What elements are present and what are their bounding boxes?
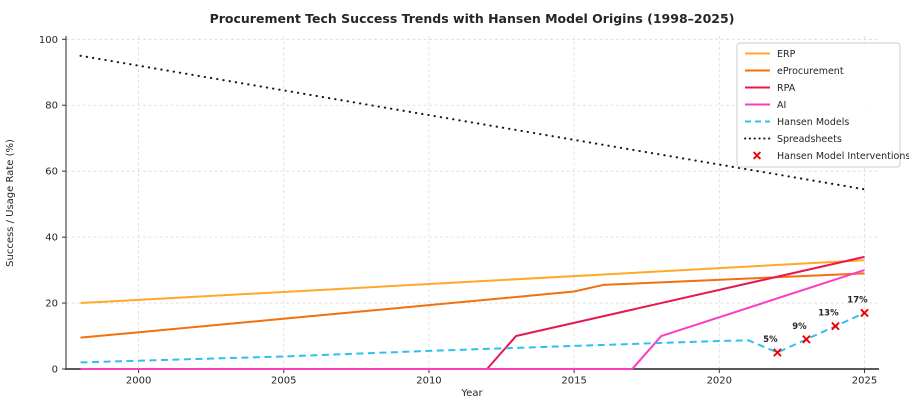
legend-label: AI (777, 100, 786, 111)
legend-item-hansen-model-interventions: Hansen Model Interventions (752, 151, 909, 162)
y-tick-label: 0 (52, 365, 58, 376)
y-tick-label: 60 (45, 167, 58, 178)
x-tick-label: 2025 (852, 376, 877, 387)
x-tick-label: 2020 (707, 376, 732, 387)
intervention-marker (802, 335, 811, 344)
legend-label: Hansen Model Interventions (777, 151, 909, 162)
x-axis-label: Year (460, 388, 483, 399)
y-tick-label: 80 (45, 101, 58, 112)
series-line-spreadsheets (79, 54, 866, 191)
series-layer (79, 54, 866, 370)
y-tick-label: 100 (39, 35, 58, 46)
series-line-erp (80, 259, 865, 305)
intervention-label: 17% (847, 295, 868, 305)
legend-label: Spreadsheets (777, 134, 842, 145)
series-line-eprocurement (80, 272, 865, 339)
legend-item-ai: AI (745, 100, 786, 111)
chart-title: Procurement Tech Success Trends with Han… (210, 11, 735, 26)
legend-label: RPA (777, 83, 796, 94)
intervention-marker (831, 321, 840, 331)
legend-layer: ERP eProcurement RPA AI Hansen Models Spreads… (736, 42, 909, 168)
x-tick-label: 2010 (416, 376, 441, 387)
legend-box (736, 42, 901, 168)
y-tick-label: 40 (45, 233, 58, 244)
marker-layer: 5% 9% 13% 17% (763, 295, 869, 357)
x-tick-label: 2005 (271, 376, 296, 387)
intervention-label: 9% (792, 322, 807, 332)
series-line-ai (80, 269, 865, 370)
y-axis-label: Success / Usage Rate (%) (5, 139, 16, 267)
series-line-hansen-models (80, 312, 865, 364)
y-tick-label: 20 (45, 299, 58, 310)
intervention-marker (860, 308, 869, 318)
legend-item-spreadsheets: Spreadsheets (744, 134, 842, 145)
intervention-marker (773, 348, 782, 357)
x-tick-label: 2015 (561, 376, 586, 387)
intervention-label: 13% (818, 309, 839, 319)
x-tick-label: 2000 (126, 376, 151, 387)
legend-item-erp: ERP (745, 49, 796, 60)
legend-label: Hansen Models (777, 117, 849, 128)
legend-label: ERP (777, 49, 796, 60)
legend-item-eprocurement: eProcurement (745, 66, 844, 77)
legend-x-marker-icon (752, 151, 762, 160)
legend-item-hansen-models: Hansen Models (745, 117, 849, 128)
series-line-rpa (80, 255, 865, 370)
legend-label: eProcurement (777, 66, 844, 77)
intervention-label: 5% (763, 335, 778, 345)
legend-item-rpa: RPA (745, 83, 796, 94)
